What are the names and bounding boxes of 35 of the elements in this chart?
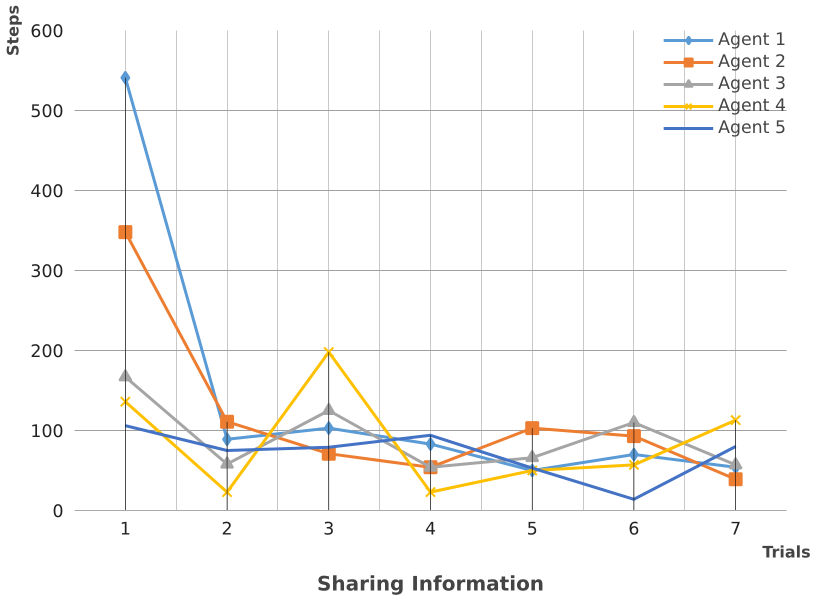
text: Sharing Information [316, 572, 544, 596]
point [120, 70, 130, 85]
x-tick-label: 7 [730, 520, 742, 540]
line-series [124, 424, 738, 501]
y-tick-label: 300 [30, 262, 64, 282]
x-tick-label: 1 [120, 520, 131, 540]
y-tick-label: 200 [30, 342, 64, 362]
legend-label: Agent 1 [718, 30, 786, 50]
point [118, 225, 132, 240]
x-tick-label: 2 [222, 520, 233, 540]
y-tick-label: 100 [30, 422, 64, 442]
y-tick-label: 600 [30, 22, 64, 42]
legend-label: Agent 5 [718, 118, 786, 138]
x-axis-title: Trials [762, 542, 811, 562]
point [525, 421, 540, 436]
point [424, 486, 436, 498]
legend-label: Agent 4 [718, 96, 786, 116]
point [730, 414, 742, 426]
x-tick-label: 5 [526, 520, 538, 540]
point [626, 429, 641, 444]
point [323, 346, 334, 358]
legend-label: Agent 2 [718, 52, 786, 72]
point [221, 486, 233, 498]
x-tick-label: 4 [424, 520, 436, 540]
y-tick-label: 500 [30, 102, 64, 122]
x-tick-label: 6 [628, 520, 640, 540]
y-axis-title: Steps [3, 5, 22, 56]
point [728, 472, 743, 486]
point [120, 396, 131, 408]
y-tick-label: 0 [52, 502, 64, 522]
point [220, 414, 234, 429]
x-tick-label: 3 [323, 520, 334, 540]
point [628, 459, 640, 470]
y-tick-label: 400 [30, 182, 64, 202]
legend-label: Agent 3 [718, 74, 786, 94]
